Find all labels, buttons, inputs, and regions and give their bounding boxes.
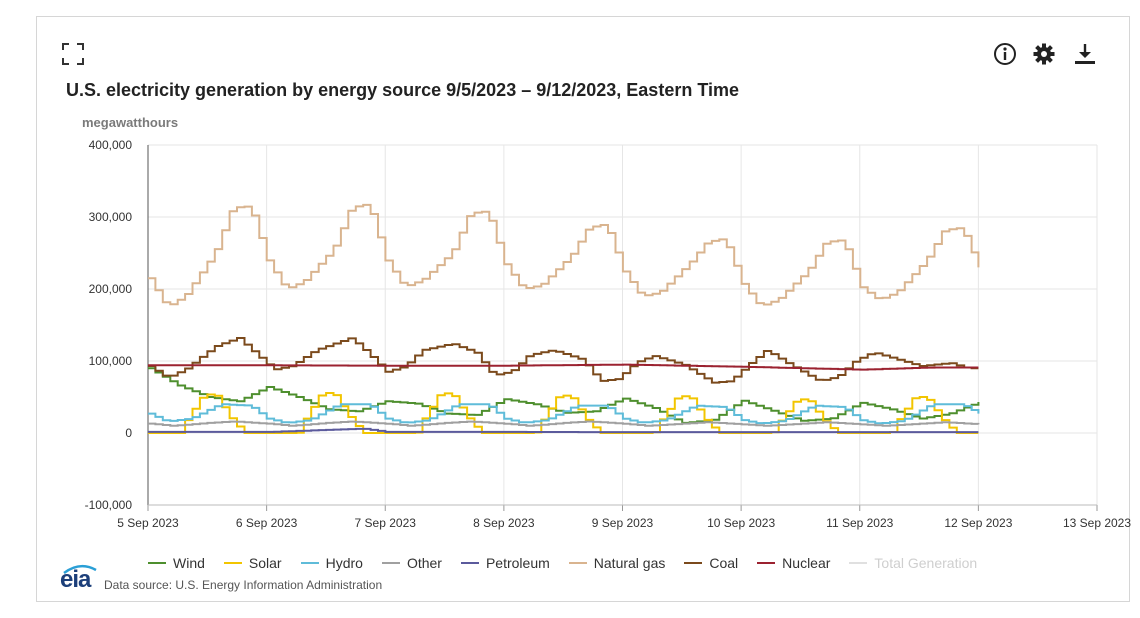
legend-label: Natural gas xyxy=(593,555,666,571)
legend-label: Wind xyxy=(173,555,205,571)
legend-swatch xyxy=(849,562,868,564)
x-tick-label: 10 Sep 2023 xyxy=(707,516,775,530)
series-line-nuclear xyxy=(148,363,979,371)
legend-label: Petroleum xyxy=(485,555,550,571)
x-tick-label: 11 Sep 2023 xyxy=(826,516,893,530)
data-source: Data source: U.S. Energy Information Adm… xyxy=(104,578,383,592)
legend-item-other[interactable]: Other xyxy=(381,555,442,571)
legend-label: Coal xyxy=(709,555,739,571)
legend-item-coal[interactable]: Coal xyxy=(684,555,738,571)
legend-item-total-generation[interactable]: Total Generation xyxy=(849,555,977,571)
expand-icon[interactable] xyxy=(62,43,84,65)
chart-legend: Wind Solar Hydro Other Petroleum Natural gas C… xyxy=(148,551,996,571)
x-tick-label: 7 Sep 2023 xyxy=(355,516,417,530)
legend-swatch xyxy=(568,562,587,564)
series-line-natural-gas xyxy=(148,203,980,306)
series-line-hydro xyxy=(148,403,980,425)
legend-swatch xyxy=(460,562,479,564)
legend-item-nuclear[interactable]: Nuclear xyxy=(757,555,830,571)
y-tick-label: -100,000 xyxy=(85,498,133,512)
legend-label: Solar xyxy=(248,555,282,571)
legend-item-wind[interactable]: Wind xyxy=(148,555,205,571)
series-line-petroleum xyxy=(148,427,979,434)
legend-item-petroleum[interactable]: Petroleum xyxy=(460,555,550,571)
x-tick-label: 5 Sep 2023 xyxy=(117,516,179,530)
chart-card xyxy=(36,16,1130,602)
legend-label: Nuclear xyxy=(782,555,831,571)
gear-icon[interactable] xyxy=(1032,42,1056,66)
legend-swatch xyxy=(300,562,319,564)
legend-item-hydro[interactable]: Hydro xyxy=(300,555,363,571)
eia-logo-arc xyxy=(63,564,97,574)
legend-swatch xyxy=(684,562,703,564)
chart-title: U.S. electricity generation by energy so… xyxy=(66,80,740,100)
eia-logo[interactable]: eia xyxy=(60,566,91,593)
legend-swatch xyxy=(757,562,776,564)
y-tick-label: 300,000 xyxy=(89,210,133,224)
series-line-solar xyxy=(148,392,979,434)
y-tick-label: 0 xyxy=(125,426,132,440)
x-tick-label: 9 Sep 2023 xyxy=(592,516,654,530)
legend-swatch xyxy=(148,562,166,564)
legend-label: Total Generation xyxy=(874,555,978,571)
y-tick-label: 400,000 xyxy=(89,138,133,152)
info-icon[interactable] xyxy=(993,42,1017,66)
legend-item-natural-gas[interactable]: Natural gas xyxy=(568,555,666,571)
legend-label: Other xyxy=(406,555,442,571)
download-icon[interactable] xyxy=(1073,42,1097,66)
legend-swatch xyxy=(223,562,242,564)
x-tick-label: 8 Sep 2023 xyxy=(473,516,535,530)
x-tick-label: 12 Sep 2023 xyxy=(944,516,1012,530)
y-axis-unit-label: megawatthours xyxy=(82,115,179,130)
y-tick-label: 200,000 xyxy=(89,282,133,296)
series-line-coal xyxy=(148,337,979,384)
x-tick-label: 6 Sep 2023 xyxy=(236,516,298,530)
legend-swatch xyxy=(381,562,400,564)
legend-label: Hydro xyxy=(325,555,363,571)
series-line-other xyxy=(148,420,980,427)
legend-item-solar[interactable]: Solar xyxy=(223,555,282,571)
x-tick-label: 13 Sep 2023 xyxy=(1063,516,1131,530)
y-tick-label: 100,000 xyxy=(89,354,133,368)
